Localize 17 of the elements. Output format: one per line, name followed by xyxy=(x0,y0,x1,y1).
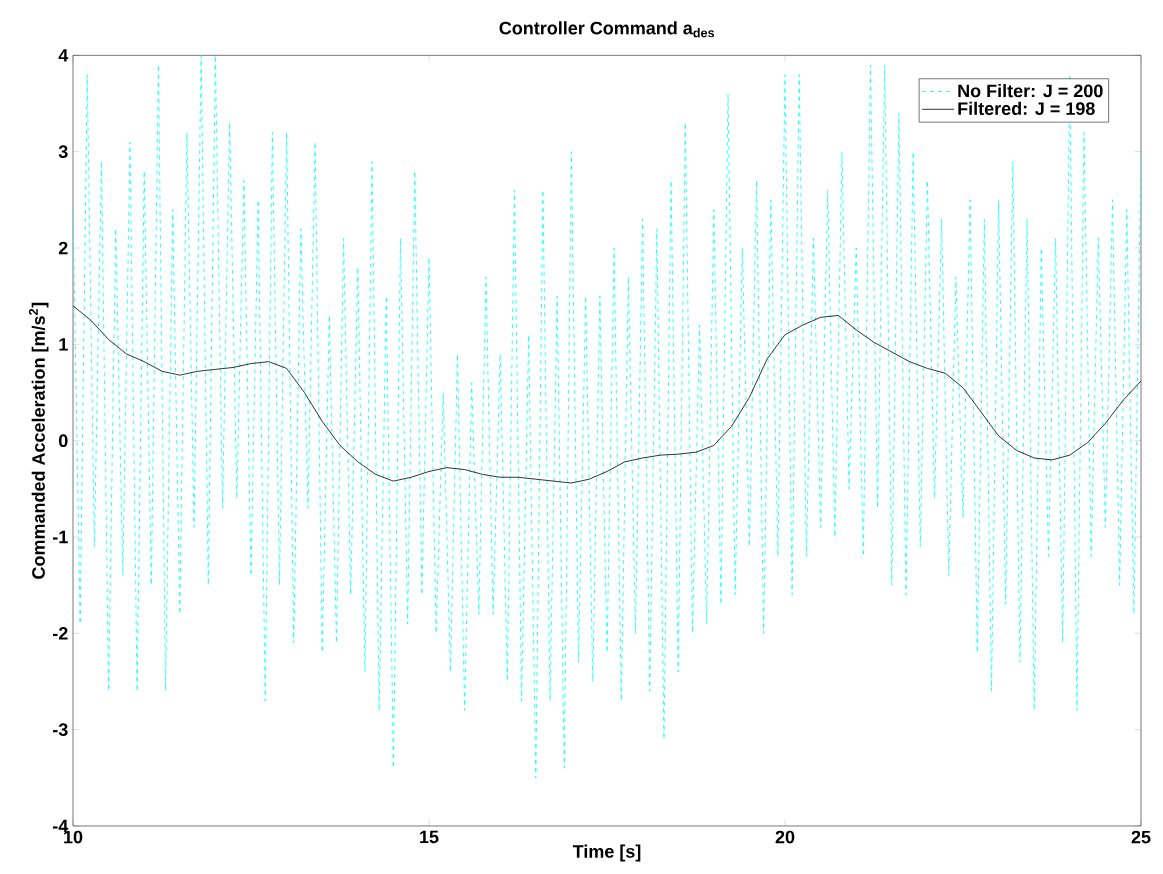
line-series xyxy=(73,55,1141,779)
y-tick-label: -1 xyxy=(53,530,68,544)
y-tick-label: 1 xyxy=(59,338,68,351)
y-tick-label: -3 xyxy=(53,723,68,737)
chart-title: Controller Command a$_{des}$ xyxy=(499,21,715,38)
y-tick-label: 3 xyxy=(58,145,68,159)
x-tick-label: 15 xyxy=(420,830,439,844)
y-tick-label: 2 xyxy=(58,241,68,255)
y-tick-label: 0 xyxy=(59,434,68,448)
x-tick-label: 20 xyxy=(775,830,795,844)
x-tick-label: 25 xyxy=(1131,830,1151,844)
y-axis-title: Commanded Acceleration [m/s$^{2}$] xyxy=(28,302,49,579)
legend-label: Filtered: J = 198 xyxy=(958,101,1095,115)
x-axis-title: Time [s] xyxy=(572,844,641,862)
y-tick-label: 4 xyxy=(58,49,69,62)
y-tick-label: -2 xyxy=(53,627,68,640)
legend-label: No Filter: J = 200 xyxy=(958,84,1103,98)
